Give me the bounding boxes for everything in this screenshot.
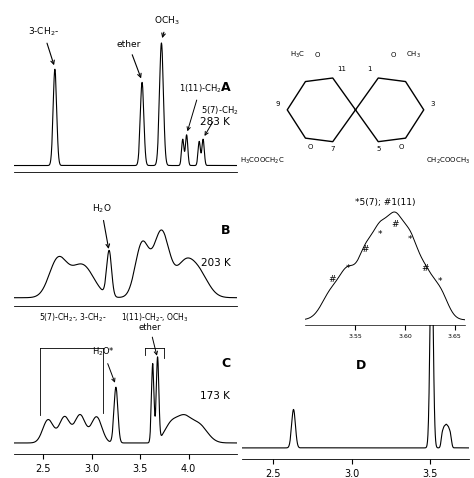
Text: H$_2$O*: H$_2$O* [92, 346, 115, 382]
Text: 7: 7 [330, 145, 335, 152]
Text: 5(7)-CH$_2$: 5(7)-CH$_2$ [201, 104, 238, 135]
Text: D: D [356, 358, 366, 371]
Text: H$_3$COOCH$_2$C: H$_3$COOCH$_2$C [240, 156, 285, 166]
Text: ether: ether [138, 323, 161, 355]
Text: C: C [221, 357, 230, 369]
Text: 9: 9 [276, 101, 281, 107]
Text: 1(11)-CH$_2$-, OCH$_3$: 1(11)-CH$_2$-, OCH$_3$ [121, 312, 189, 324]
Text: H$_3$C: H$_3$C [291, 50, 305, 60]
Text: 1: 1 [367, 66, 372, 72]
Text: O: O [391, 52, 396, 58]
Text: CH$_2$COOCH$_3$: CH$_2$COOCH$_3$ [426, 156, 470, 166]
Text: 3: 3 [430, 101, 435, 107]
Text: 173 K: 173 K [201, 391, 230, 401]
Text: ether: ether [116, 40, 141, 77]
Text: 3-CH$_2$-: 3-CH$_2$- [27, 25, 59, 64]
Text: 203 K: 203 K [201, 259, 230, 269]
Text: 5(7)-CH$_2$-, 3-CH$_2$-: 5(7)-CH$_2$-, 3-CH$_2$- [38, 312, 106, 324]
Text: O: O [307, 144, 313, 150]
Text: CH$_3$: CH$_3$ [406, 50, 420, 60]
X-axis label: ppm: ppm [114, 477, 137, 478]
Text: H$_2$O: H$_2$O [91, 203, 111, 248]
Text: O: O [315, 52, 320, 58]
Text: O: O [398, 144, 404, 150]
Text: A: A [221, 81, 230, 94]
Text: 5: 5 [376, 145, 381, 152]
Text: B: B [221, 224, 230, 237]
Text: 11: 11 [337, 66, 346, 72]
Text: OCH$_3$: OCH$_3$ [155, 14, 180, 37]
Text: 283 K: 283 K [201, 118, 230, 128]
Text: 1(11)-CH$_2$: 1(11)-CH$_2$ [179, 82, 222, 130]
